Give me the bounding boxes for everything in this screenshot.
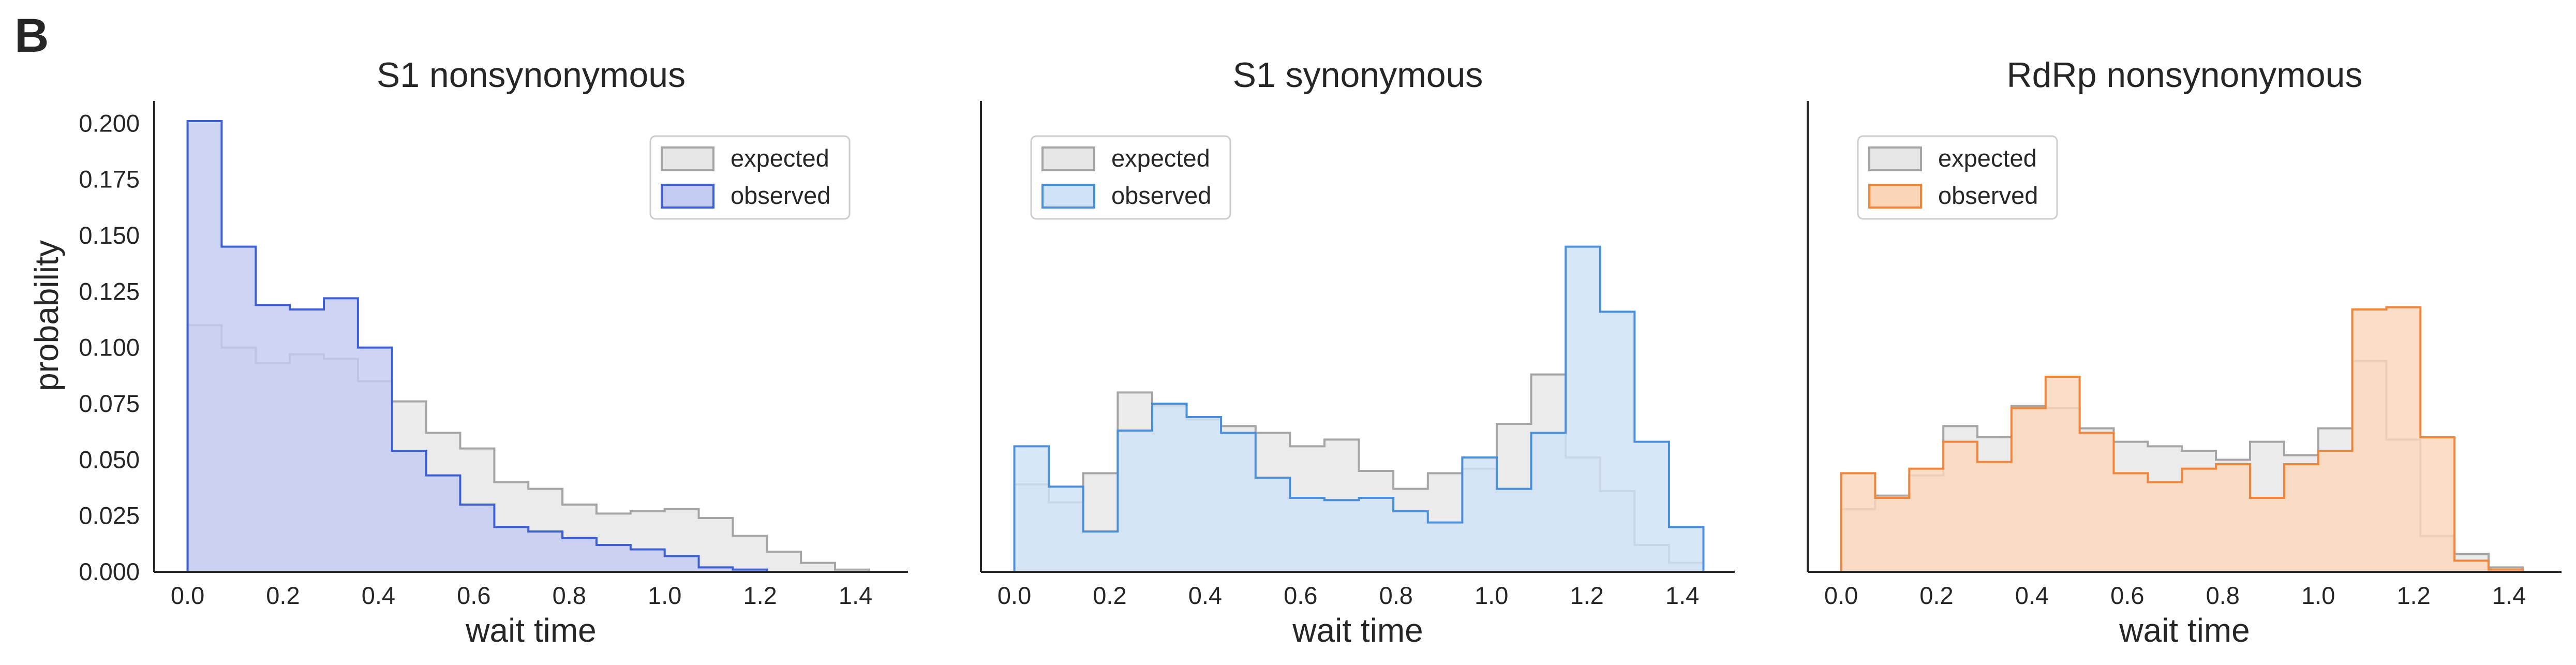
legend-swatch-observed xyxy=(661,184,714,209)
x-tick-label: 1.4 xyxy=(2492,582,2526,609)
x-tick-label: 1.4 xyxy=(1665,582,1699,609)
chart-panel: 0.0 0.2 0.4 0.6 0.8 1.0 1.2 1.4 RdRp nonsynonymo… xyxy=(1807,55,2562,649)
x-tick-label: 0.4 xyxy=(1188,582,1222,609)
legend-label-observed: observed xyxy=(731,182,830,209)
legend-label-expected: expected xyxy=(1938,144,2037,172)
legend-label-expected: expected xyxy=(1111,144,1210,172)
x-tick-label: 1.0 xyxy=(648,582,681,609)
x-tick-label: 0.6 xyxy=(457,582,490,609)
x-tick-label: 0.0 xyxy=(1824,582,1858,609)
x-axis-label: wait time xyxy=(465,612,597,649)
y-tick-label: 0.125 xyxy=(79,277,140,305)
legend-swatch-expected xyxy=(661,146,714,171)
legend: expected observed xyxy=(649,135,851,220)
legend-label-observed: observed xyxy=(1111,182,1211,209)
chart-panel: 0.0 0.2 0.4 0.6 0.8 1.0 1.2 1.4 0.000 0.025 0.050 0… xyxy=(79,55,908,649)
x-tick-label: 0.2 xyxy=(1919,582,1953,609)
y-tick-label: 0.200 xyxy=(79,109,140,137)
y-tick-label: 0.000 xyxy=(79,558,140,585)
legend-swatch-observed xyxy=(1041,184,1095,209)
y-tick-label: 0.075 xyxy=(79,390,140,417)
x-axis-label: wait time xyxy=(2119,612,2250,649)
chart-title: RdRp nonsynonymous xyxy=(2007,55,2363,95)
x-tick-label: 0.6 xyxy=(1284,582,1317,609)
x-tick-label: 0.0 xyxy=(171,582,204,609)
legend-swatch-expected xyxy=(1041,146,1095,171)
x-tick-label: 1.0 xyxy=(1475,582,1508,609)
legend-label-expected: expected xyxy=(731,144,829,172)
legend-swatch-expected xyxy=(1868,146,1922,171)
histogram-observed xyxy=(1013,245,1705,573)
x-tick-label: 1.2 xyxy=(1570,582,1603,609)
x-tick-label: 0.2 xyxy=(1093,582,1126,609)
y-tick-label: 0.050 xyxy=(79,446,140,473)
x-tick-label: 0.8 xyxy=(1379,582,1413,609)
chart-title: S1 nonsynonymous xyxy=(377,55,686,95)
chart-panel: 0.0 0.2 0.4 0.6 0.8 1.0 1.2 1.4 S1 synonymous wai… xyxy=(980,55,1735,649)
legend-swatch-observed xyxy=(1868,184,1922,209)
x-tick-label: 0.2 xyxy=(266,582,300,609)
y-tick-label: 0.100 xyxy=(79,334,140,361)
x-tick-label: 1.4 xyxy=(839,582,872,609)
histogram-observed xyxy=(1840,306,2524,573)
x-tick-label: 0.0 xyxy=(997,582,1031,609)
legend: expected observed xyxy=(1857,135,2058,220)
y-axis-label: probability xyxy=(28,240,65,391)
x-tick-label: 0.4 xyxy=(2015,582,2049,609)
x-tick-label: 0.8 xyxy=(2206,582,2240,609)
y-tick-label: 0.150 xyxy=(79,221,140,249)
x-axis-label: wait time xyxy=(1292,612,1423,649)
chart-title: S1 synonymous xyxy=(1233,55,1483,95)
x-tick-label: 1.0 xyxy=(2301,582,2335,609)
x-tick-label: 1.2 xyxy=(2396,582,2430,609)
panel-letter: B xyxy=(14,9,49,62)
x-tick-label: 0.6 xyxy=(2110,582,2144,609)
histogram-observed xyxy=(186,120,869,573)
y-tick-label: 0.025 xyxy=(79,502,140,529)
x-tick-label: 0.4 xyxy=(362,582,395,609)
y-tick-label: 0.175 xyxy=(79,166,140,193)
chart-panels: 0.0 0.2 0.4 0.6 0.8 1.0 1.2 1.4 0.000 0.025 0.050 0… xyxy=(79,55,2562,649)
legend: expected observed xyxy=(1030,135,1231,220)
x-tick-label: 0.8 xyxy=(553,582,586,609)
x-tick-label: 1.2 xyxy=(743,582,777,609)
legend-label-observed: observed xyxy=(1938,182,2038,209)
